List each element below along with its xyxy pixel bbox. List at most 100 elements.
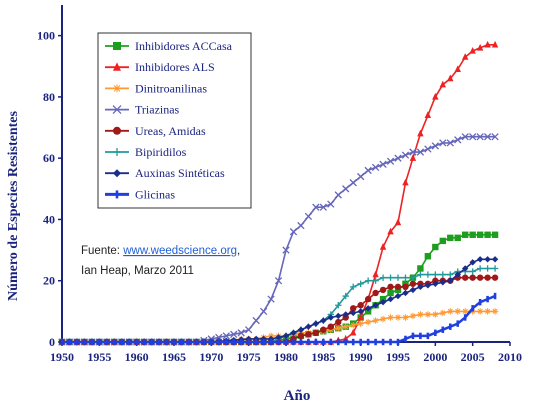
data-point [327, 314, 334, 321]
data-point [342, 185, 350, 193]
data-point [320, 326, 327, 333]
data-point [68, 338, 71, 346]
data-point [441, 326, 445, 333]
data-point [239, 338, 243, 346]
data-point [334, 191, 342, 199]
data-point [230, 330, 238, 339]
data-point [342, 292, 349, 300]
data-point [409, 286, 417, 294]
data-point [329, 338, 333, 346]
data-point [447, 234, 454, 242]
data-point [350, 283, 357, 291]
data-point [374, 338, 377, 346]
data-point [476, 274, 484, 281]
data-point [172, 338, 176, 346]
data-point [476, 265, 484, 272]
data-point [350, 328, 357, 336]
data-point [274, 277, 283, 285]
data-point [484, 40, 491, 48]
data-point [350, 309, 357, 317]
y-tick-label: 80 [43, 90, 55, 104]
data-point [215, 333, 223, 342]
data-point [394, 274, 402, 281]
data-point [344, 338, 348, 346]
data-point [269, 338, 273, 346]
data-point [312, 320, 320, 327]
data-point [387, 314, 394, 321]
data-point [454, 308, 461, 315]
data-point [314, 338, 318, 346]
data-point [471, 305, 474, 312]
data-point [439, 279, 446, 286]
data-point [484, 265, 491, 272]
data-point [379, 286, 387, 294]
legend: Inhibidores ACCasa Inhibidores ALS Dinitro… [97, 32, 252, 209]
source-link[interactable]: www.weedscience.org [122, 245, 237, 257]
data-point [342, 311, 349, 318]
data-point [222, 332, 230, 340]
data-point [417, 129, 424, 137]
data-point [387, 295, 394, 303]
data-point [297, 332, 305, 340]
data-point [476, 256, 484, 263]
source-prefix: Fuente: [81, 245, 123, 257]
legend-marker [113, 148, 121, 156]
legend-label: Ureas, Amidas [135, 124, 206, 138]
data-point [217, 338, 221, 346]
data-point [335, 302, 342, 309]
data-point [357, 302, 364, 309]
data-point [364, 305, 372, 312]
data-point [456, 320, 460, 327]
source-line-1: Fuente: www.weedscience.org, [81, 245, 240, 257]
y-tick-label: 100 [37, 29, 55, 43]
data-point [483, 133, 492, 141]
data-point [364, 295, 372, 303]
data-point [491, 308, 499, 315]
data-point [202, 338, 206, 346]
data-point [351, 338, 355, 346]
legend-label: Triazinas [135, 103, 180, 117]
data-point [476, 308, 484, 315]
data-point [335, 325, 342, 332]
legend-item: Bipiridilos [105, 145, 187, 159]
data-point [381, 338, 385, 346]
data-point [394, 154, 402, 162]
x-tick-label: 1980 [274, 350, 298, 364]
data-point [476, 133, 484, 141]
data-point [322, 338, 325, 346]
data-point [224, 338, 228, 346]
x-tick-label: 1975 [237, 350, 261, 364]
legend-item: Auxinas Sintéticas [105, 166, 225, 180]
data-point [284, 338, 288, 346]
data-point [379, 160, 387, 168]
data-point [142, 338, 146, 346]
x-tick-label: 2005 [461, 350, 485, 364]
legend-label: Glicinas [135, 187, 175, 201]
series-glicinas [60, 292, 497, 346]
source-line-2: Ian Heap, Marzo 2011 [81, 265, 194, 277]
legend-label: Auxinas Sintéticas [135, 166, 225, 180]
data-point [424, 111, 432, 118]
data-point [165, 338, 168, 346]
data-point [462, 308, 469, 315]
data-point [469, 133, 477, 141]
data-point [432, 243, 439, 251]
data-point [290, 329, 297, 337]
x-tick-label: 1970 [199, 350, 223, 364]
data-point [112, 338, 116, 346]
data-point [426, 332, 430, 340]
plot-area: 0 20 40 60 80 100 1950 1955 1960 1965 1970 1975 198… [37, 5, 522, 364]
y-axis-label: Número de Especies Resistentes [6, 111, 21, 301]
data-point [439, 237, 446, 245]
data-point [424, 253, 432, 260]
data-point [431, 142, 439, 150]
data-point [307, 338, 310, 346]
data-point [297, 221, 305, 230]
legend-marker [113, 169, 121, 178]
data-point [289, 228, 298, 236]
data-point [105, 338, 109, 346]
data-point [409, 274, 417, 281]
data-point [262, 338, 265, 346]
source-note: Fuente: www.weedscience.org, Ian Heap, M… [81, 245, 240, 277]
data-point [357, 280, 364, 287]
